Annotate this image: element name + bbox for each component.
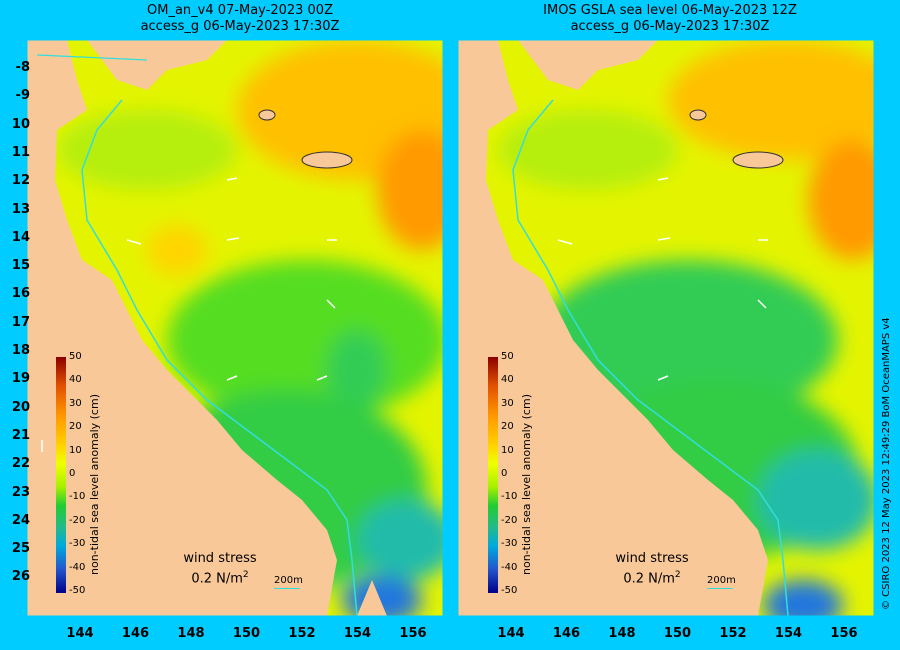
colorbar-tick-label: 20 bbox=[69, 421, 82, 433]
y-tick-label: 26 bbox=[11, 569, 30, 585]
left-map-panel[interactable] bbox=[27, 40, 443, 616]
credit-text: © CSIRO 2023 12 May 2023 12:49:29 BoM Oc… bbox=[881, 317, 892, 610]
y-tick-label: 12 bbox=[11, 173, 30, 189]
colorbar-tick-label: 30 bbox=[501, 397, 514, 409]
x-tick-label: 152 bbox=[288, 626, 316, 641]
right-wind-sup: 2 bbox=[674, 570, 681, 580]
left-scale-line bbox=[274, 588, 300, 589]
left-title-line2: access_g 06-May-2023 17:30Z bbox=[140, 19, 340, 34]
right-colorbar bbox=[488, 357, 498, 593]
y-tick-label: 22 bbox=[11, 456, 30, 472]
colorbar-tick-label: 30 bbox=[69, 397, 82, 409]
colorbar-tick-label: 40 bbox=[501, 374, 514, 386]
x-tick-label: 144 bbox=[497, 626, 525, 641]
x-tick-label: 146 bbox=[121, 626, 150, 641]
y-tick-label: 25 bbox=[11, 541, 30, 557]
left-land bbox=[27, 40, 337, 616]
left-wind-label: wind stress bbox=[183, 551, 257, 566]
y-tick-label: 11 bbox=[11, 144, 30, 160]
colorbar-tick-label: 50 bbox=[69, 351, 82, 362]
left-colorbar bbox=[56, 357, 66, 593]
colorbar-tick-label: -10 bbox=[501, 491, 518, 503]
x-tick-label: 154 bbox=[774, 626, 803, 641]
colorbar-tick-label: -40 bbox=[69, 561, 86, 573]
y-tick-label: -9 bbox=[15, 88, 30, 104]
x-tick-label: 150 bbox=[663, 626, 692, 641]
left-wind-sup: 2 bbox=[242, 570, 249, 580]
colorbar-tick-label: 40 bbox=[69, 374, 82, 386]
right-title-line1: IMOS GSLA sea level 06-May-2023 12Z bbox=[543, 3, 797, 18]
y-tick-label: 21 bbox=[11, 427, 30, 443]
x-tick-label: 154 bbox=[343, 626, 372, 641]
y-tick-label: 19 bbox=[11, 371, 30, 387]
colorbar-tick-label: -10 bbox=[69, 491, 86, 503]
x-tick-label: 148 bbox=[177, 626, 205, 641]
left-title-line1: OM_an_v4 07-May-2023 00Z bbox=[147, 3, 333, 18]
right-wind-value: 0.2 N/m bbox=[623, 571, 675, 587]
left-map-canvas bbox=[27, 40, 443, 616]
right-land bbox=[458, 40, 768, 616]
left-scale-label: 200m bbox=[274, 575, 303, 586]
colorbar-tick-label: -50 bbox=[69, 585, 86, 596]
colorbar-tick-label: -40 bbox=[501, 561, 518, 573]
right-panel-title: IMOS GSLA sea level 06-May-2023 12Z acce… bbox=[480, 3, 860, 35]
left-wind-value: 0.2 N/m bbox=[191, 571, 243, 587]
y-tick-label: -8 bbox=[15, 60, 30, 75]
y-tick-label: 13 bbox=[11, 201, 30, 217]
right-map-panel[interactable] bbox=[458, 40, 874, 616]
x-tick-label: 156 bbox=[830, 626, 858, 641]
x-tick-label: 150 bbox=[232, 626, 261, 641]
x-tick-label: 146 bbox=[552, 626, 581, 641]
right-colorbar-label: non-tidal sea level anomaly (cm) bbox=[520, 394, 533, 575]
right-title-line2: access_g 06-May-2023 17:30Z bbox=[570, 19, 770, 34]
y-tick-label: 24 bbox=[11, 512, 30, 528]
y-tick-label: 14 bbox=[11, 229, 30, 245]
x-tick-label: 148 bbox=[608, 626, 636, 641]
colorbar-tick-label: -30 bbox=[69, 538, 86, 550]
colorbar-tick-label: 10 bbox=[69, 444, 82, 456]
x-tick-label: 152 bbox=[719, 626, 747, 641]
colorbar-tick-label: -30 bbox=[501, 538, 518, 550]
x-tick-label: 144 bbox=[66, 626, 94, 641]
colorbar-tick-label: 0 bbox=[501, 468, 508, 479]
y-tick-label: 20 bbox=[11, 399, 30, 415]
left-panel-title: OM_an_v4 07-May-2023 00Z access_g 06-May… bbox=[60, 3, 420, 35]
colorbar-tick-label: 20 bbox=[501, 421, 514, 433]
colorbar-tick-label: 10 bbox=[501, 444, 514, 456]
colorbar-tick-label: -20 bbox=[69, 514, 86, 526]
right-scale-label: 200m bbox=[707, 575, 736, 586]
y-tick-label: 18 bbox=[11, 343, 30, 358]
y-tick-label: 17 bbox=[11, 314, 30, 330]
left-wind-legend: wind stress 0.2 N/m2 bbox=[175, 551, 265, 587]
right-map-canvas bbox=[458, 40, 874, 616]
y-tick-label: 16 bbox=[11, 286, 30, 302]
right-wind-legend: wind stress 0.2 N/m2 bbox=[607, 551, 697, 587]
left-colorbar-label: non-tidal sea level anomaly (cm) bbox=[88, 394, 101, 575]
colorbar-tick-label: 0 bbox=[69, 468, 76, 479]
y-tick-label: 10 bbox=[11, 116, 30, 132]
colorbar-tick-label: -20 bbox=[501, 514, 518, 526]
right-scale-line bbox=[707, 588, 733, 589]
right-wind-label: wind stress bbox=[615, 551, 689, 566]
y-tick-label: 15 bbox=[11, 258, 30, 274]
y-tick-label: 23 bbox=[11, 484, 30, 500]
x-tick-label: 156 bbox=[399, 626, 427, 641]
colorbar-tick-label: 50 bbox=[501, 351, 514, 362]
colorbar-tick-label: -50 bbox=[501, 585, 518, 596]
